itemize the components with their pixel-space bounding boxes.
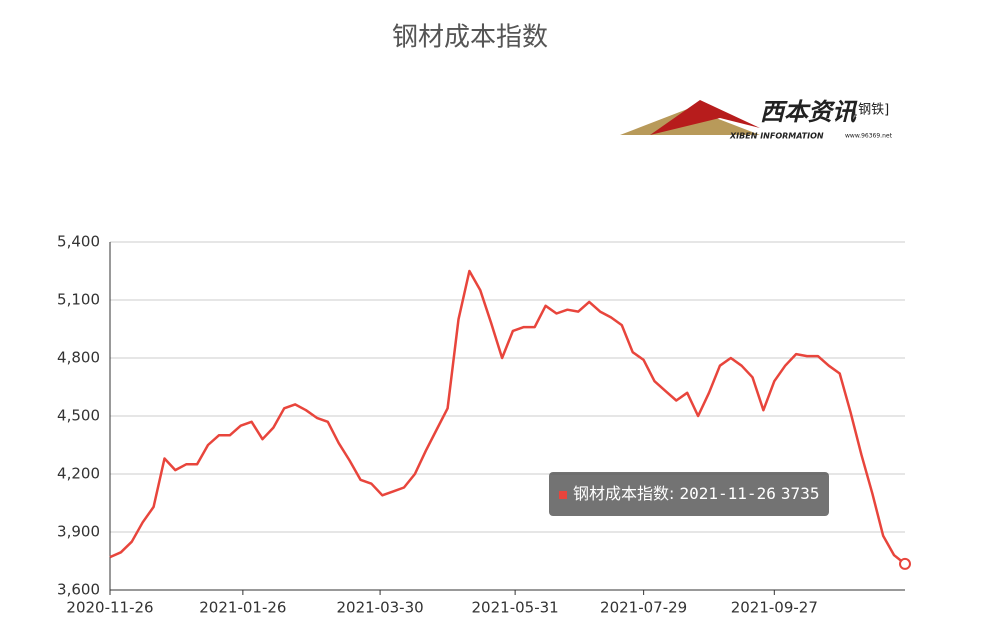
logo-mountain [650, 100, 760, 135]
logo-tag: [钢铁] [853, 103, 889, 118]
y-tick-label: 3,600 [57, 581, 100, 599]
x-tick-label: 2021-01-26 [199, 599, 286, 617]
logo-site: www.96369.net [845, 133, 893, 140]
chart-title: 钢材成本指数 [392, 23, 548, 53]
y-tick-label: 3,900 [57, 523, 100, 541]
x-tick-label: 2020-11-26 [66, 599, 153, 617]
x-tick-label: 2021-07-29 [600, 599, 687, 617]
logo: 西本资讯 [钢铁] XIBEN INFORMATION www.96369.ne… [620, 98, 893, 141]
tooltip-value: 3735 [780, 484, 820, 503]
x-tick-label: 2021-09-27 [731, 599, 818, 617]
logo-english: XIBEN INFORMATION [729, 132, 824, 141]
y-tick-label: 4,200 [57, 465, 100, 483]
highlight-point [899, 557, 911, 570]
logo-name: 西本资讯 [760, 98, 858, 126]
tooltip-swatch [559, 490, 567, 499]
tooltip-date: 2021-11-26 [679, 484, 776, 503]
x-tick-label: 2021-05-31 [472, 599, 559, 617]
tooltip-series: 钢材成本指数 [573, 484, 670, 503]
tooltip: 钢材成本指数: 2021-11-26 3735 [549, 472, 830, 516]
y-tick-label: 5,400 [57, 233, 100, 251]
y-tick-label: 5,100 [57, 291, 100, 309]
x-tick-label: 2021-03-30 [336, 599, 423, 617]
y-tick-label: 4,800 [57, 349, 100, 367]
line [109, 269, 906, 565]
y-tick-label: 4,500 [57, 407, 100, 425]
